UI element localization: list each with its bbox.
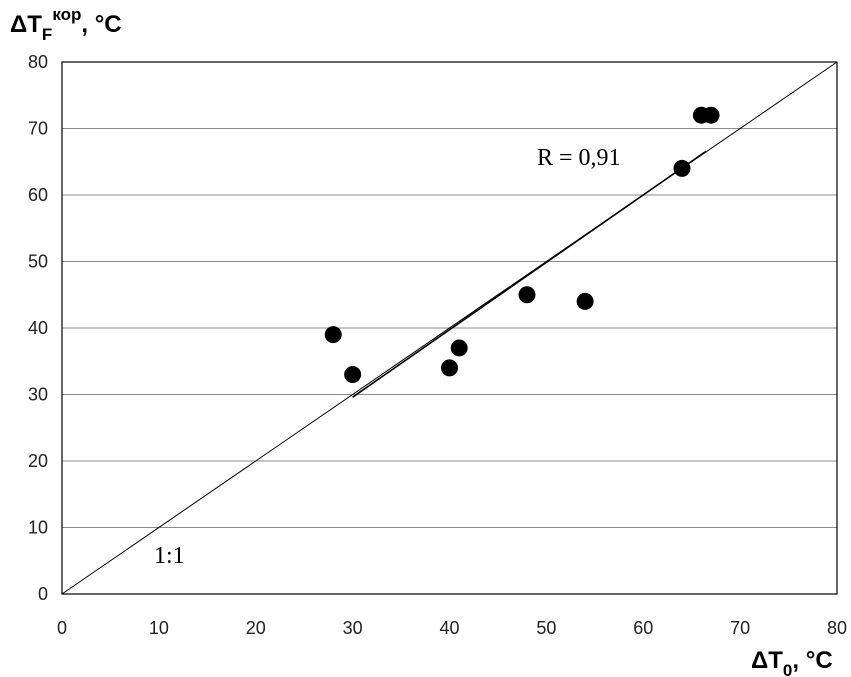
y-axis-title-subscript: F: [42, 25, 52, 44]
y-tick-label: 0: [38, 584, 48, 604]
data-point: [344, 366, 362, 384]
data-point: [576, 292, 594, 310]
data-point: [673, 159, 691, 177]
y-tick-label: 10: [28, 518, 48, 538]
x-axis-title: ΔT0, °C: [751, 647, 833, 677]
y-tick-label: 70: [28, 119, 48, 139]
y-tick-label: 60: [28, 185, 48, 205]
x-tick-label: 60: [633, 618, 653, 638]
data-point: [518, 286, 536, 304]
identity-line-label: 1:1: [154, 543, 185, 569]
data-point: [702, 106, 720, 124]
x-tick-label: 20: [246, 618, 266, 638]
x-tick-labels: 0 10 20 30 40 50 60 70 80: [57, 618, 847, 638]
y-tick-label: 30: [28, 385, 48, 405]
plot-frame: [61, 61, 838, 595]
y-tick-label: 50: [28, 252, 48, 272]
x-axis-title-main: ΔT: [751, 647, 783, 674]
y-tick-label: 40: [28, 318, 48, 338]
r-value-label: R = 0,91: [537, 145, 621, 171]
x-tick-label: 0: [57, 618, 67, 638]
y-axis-title-unit: , °C: [81, 11, 121, 38]
y-axis-title-superscript: кор: [52, 5, 81, 24]
x-tick-label: 70: [730, 618, 750, 638]
y-axis-title-main: ΔT: [10, 11, 42, 38]
y-axis-title: ΔTFкор, °C: [10, 5, 122, 44]
x-tick-label: 40: [439, 618, 459, 638]
y-tick-labels: 0 10 20 30 40 50 60 70 80: [28, 52, 48, 604]
x-axis-title-unit: , °C: [792, 647, 832, 674]
y-tick-label: 20: [28, 451, 48, 471]
x-tick-label: 80: [827, 618, 847, 638]
x-tick-label: 50: [536, 618, 556, 638]
regression-line: [352, 150, 707, 398]
y-tick-label: 80: [28, 52, 48, 72]
data-points: [324, 106, 720, 384]
x-tick-label: 10: [149, 618, 169, 638]
x-axis-title-subscript: 0: [783, 661, 792, 677]
data-point: [441, 359, 458, 377]
data-point: [324, 326, 342, 344]
identity-line: [61, 61, 838, 595]
x-tick-label: 30: [343, 618, 363, 638]
data-point: [450, 339, 468, 357]
